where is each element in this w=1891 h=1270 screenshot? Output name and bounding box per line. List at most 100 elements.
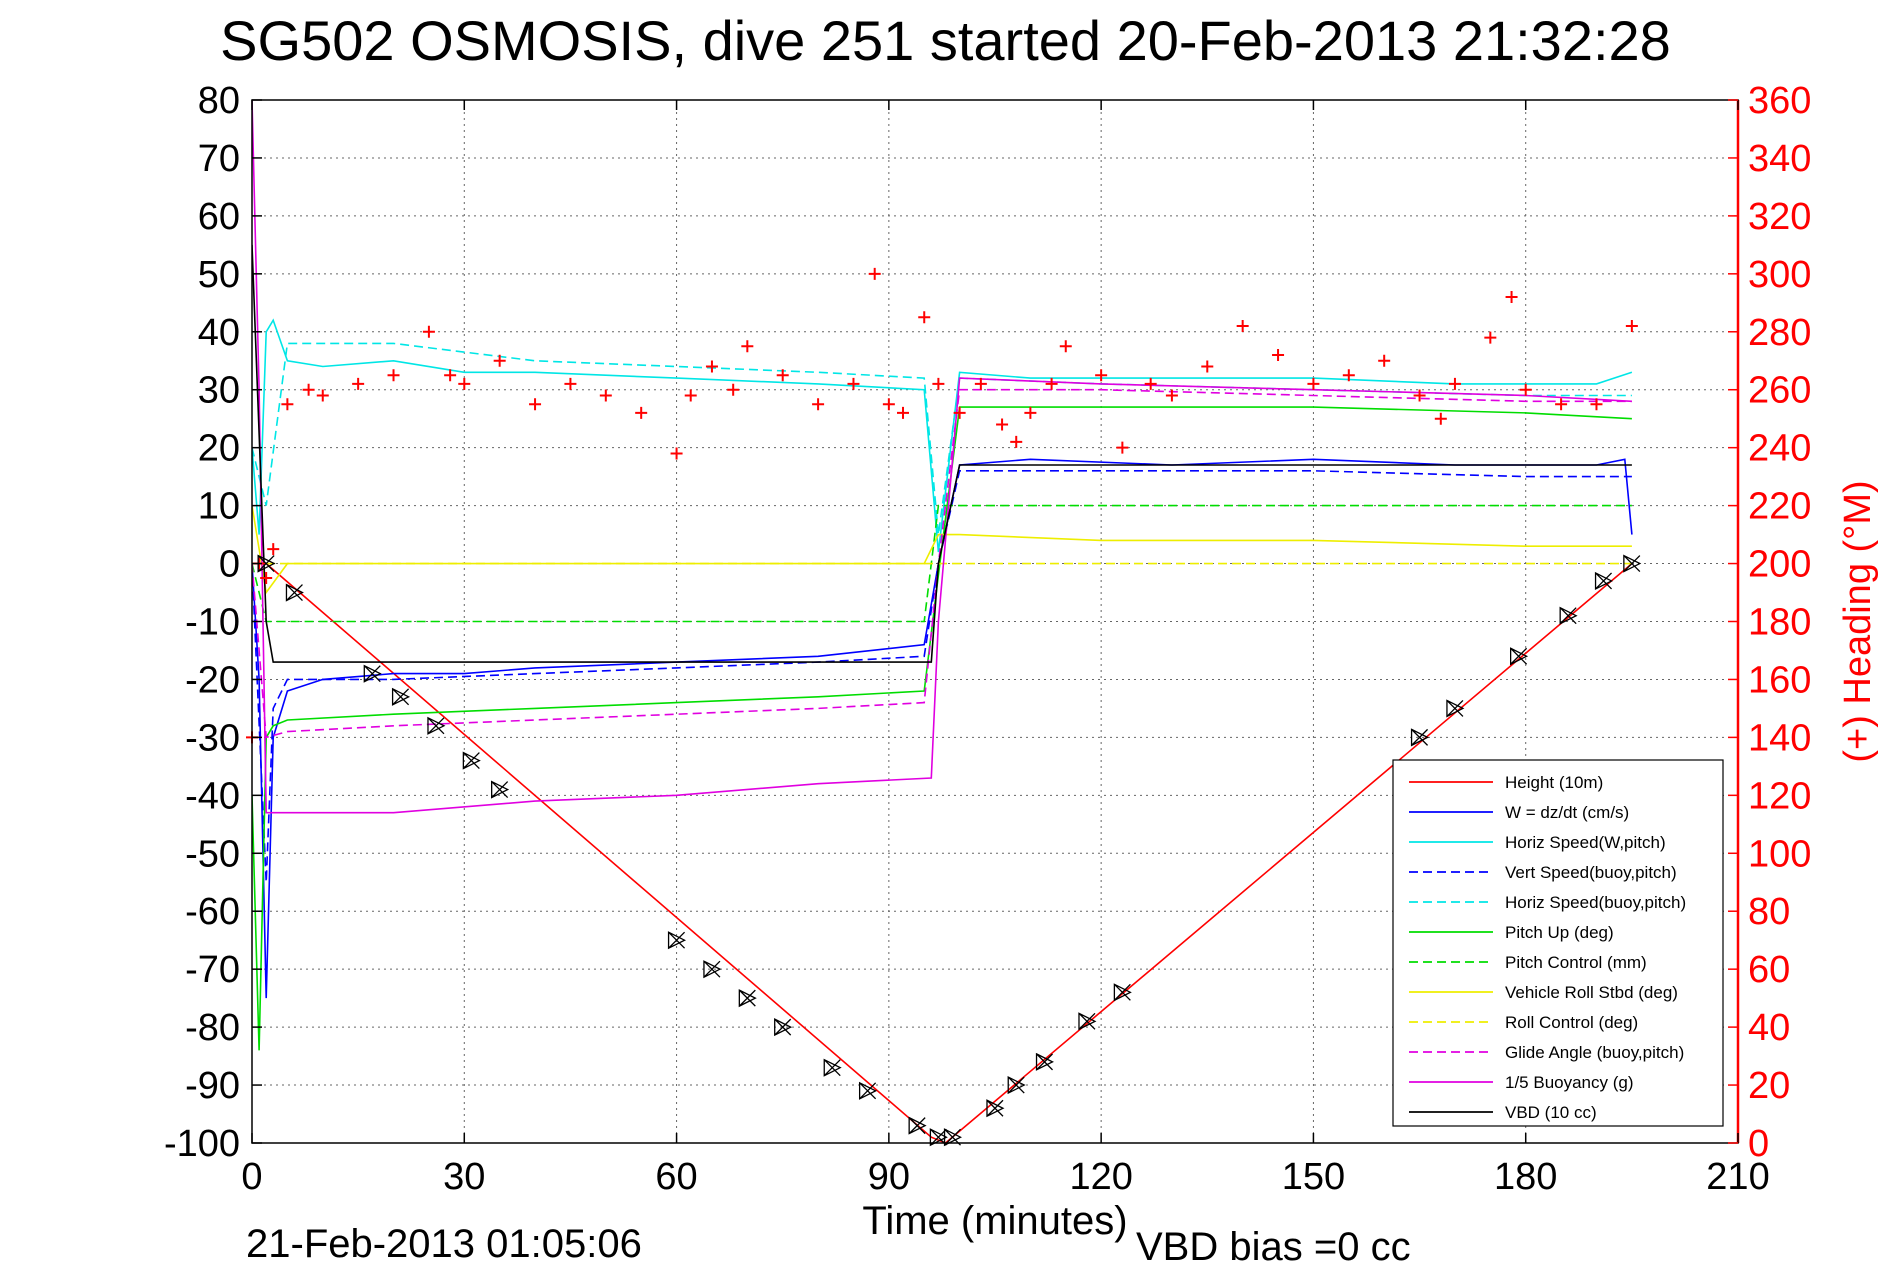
dive-marker (285, 583, 304, 602)
dive-marker (1410, 728, 1430, 747)
heading-point (868, 267, 881, 280)
dive-marker (986, 1099, 1005, 1118)
x-tick-label: 150 (1282, 1156, 1345, 1198)
heading-point (302, 383, 315, 396)
heading-point (1045, 377, 1058, 390)
heading-point (444, 369, 457, 382)
legend-label: Vehicle Roll Stbd (deg) (1505, 983, 1678, 1002)
y-tick-label: 60 (198, 196, 240, 238)
heading-point (267, 543, 280, 556)
dive-marker (858, 1081, 878, 1100)
heading-point (1272, 348, 1285, 361)
heading-point (1165, 389, 1178, 402)
series-line-11 (252, 244, 1632, 663)
y-right-tick-label: 340 (1748, 138, 1811, 180)
series-line-5 (252, 406, 1632, 1051)
legend-label: Horiz Speed(buoy,pitch) (1505, 893, 1686, 912)
heading-point (260, 572, 273, 585)
heading-point (776, 369, 789, 382)
dive-marker (823, 1058, 842, 1077)
heading-point (974, 377, 987, 390)
legend-label: Horiz Speed(W,pitch) (1505, 833, 1666, 852)
x-axis-label: Time (minutes) (862, 1199, 1127, 1243)
legend-label: Pitch Up (deg) (1505, 923, 1614, 942)
dive-marker (667, 931, 687, 950)
y-tick-label: 0 (219, 544, 240, 586)
x-tick-label: 30 (443, 1156, 485, 1198)
y-tick-label: 20 (198, 428, 240, 470)
y-right-tick-label: 240 (1748, 428, 1811, 470)
y-right-tick-label: 280 (1748, 312, 1811, 354)
heading-point (1342, 369, 1355, 382)
y-tick-label: -70 (185, 949, 240, 991)
y-tick-label: -40 (185, 775, 240, 817)
dive-marker (738, 989, 757, 1008)
y-right-tick-label: 0 (1748, 1123, 1769, 1165)
y-tick-label: 70 (198, 138, 240, 180)
heading-point (953, 406, 966, 419)
heading-point (352, 377, 365, 390)
y-tick-label: -80 (185, 1007, 240, 1049)
heading-point (1010, 435, 1023, 448)
legend-label: VBD (10 cc) (1505, 1103, 1597, 1122)
y-tick-label: -100 (164, 1123, 240, 1165)
y-right-tick-label: 60 (1748, 949, 1790, 991)
dive-marker (703, 960, 722, 979)
heading-point (1095, 369, 1108, 382)
y-tick-label: 30 (198, 370, 240, 412)
heading-point (1555, 398, 1568, 411)
heading-point (705, 360, 718, 373)
x-tick-label: 60 (655, 1156, 697, 1198)
y-right-tick-label: 180 (1748, 602, 1811, 644)
y-right-tick-label: 320 (1748, 196, 1811, 238)
x-tick-label: 210 (1706, 1156, 1769, 1198)
y-tick-label: -30 (185, 717, 240, 759)
heading-point (458, 377, 471, 390)
heading-point (1378, 354, 1391, 367)
x-tick-label: 180 (1494, 1156, 1557, 1198)
heading-point (387, 369, 400, 382)
heading-point (897, 406, 910, 419)
heading-point (1236, 319, 1249, 332)
heading-point (1519, 383, 1532, 396)
dive-marker (1446, 699, 1465, 718)
heading-point (635, 406, 648, 419)
dive-marker (1594, 571, 1614, 590)
heading-point (1307, 377, 1320, 390)
y-right-tick-label: 80 (1748, 891, 1790, 933)
series-layer (252, 100, 1633, 1143)
series-line-4 (252, 342, 1632, 535)
dive-marker (1007, 1076, 1026, 1095)
x-tick-label: 0 (241, 1156, 262, 1198)
heading-point (932, 377, 945, 390)
heading-point (1484, 331, 1497, 344)
y-tick-label: -10 (185, 602, 240, 644)
heading-point (996, 418, 1009, 431)
heading-series (246, 267, 1638, 744)
legend-label: 1/5 Buoyancy (g) (1505, 1073, 1634, 1092)
heading-point (422, 325, 435, 338)
axes: 0 30 60 90 120 150 180 210-100-90-80-70-60-50-4… (164, 80, 1879, 1243)
heading-point (1413, 389, 1426, 402)
heading-point (1625, 319, 1638, 332)
y-tick-label: 40 (198, 312, 240, 354)
legend-label: W = dz/dt (cm/s) (1505, 803, 1629, 822)
y-right-tick-label: 220 (1748, 486, 1811, 528)
legend-box (1392, 759, 1724, 1127)
y-right-tick-label: 360 (1748, 80, 1811, 122)
heading-point (882, 398, 895, 411)
series-line-1 (252, 458, 1633, 999)
y-right-tick-label: 160 (1748, 659, 1811, 701)
legend-label: Pitch Control (mm) (1505, 953, 1647, 972)
dive-marker (427, 716, 446, 735)
y-tick-label: -50 (185, 833, 240, 875)
dive-end-timestamp: 21-Feb-2013 01:05:06 (246, 1222, 642, 1266)
chart-title: SG502 OSMOSIS, dive 251 started 20-Feb-2… (220, 9, 1671, 72)
dive-marker (1623, 554, 1642, 573)
heading-point (1059, 340, 1072, 353)
heading-point (741, 340, 754, 353)
dive-marker (774, 1018, 793, 1037)
y-tick-label: -90 (185, 1065, 240, 1107)
heading-point (281, 398, 294, 411)
